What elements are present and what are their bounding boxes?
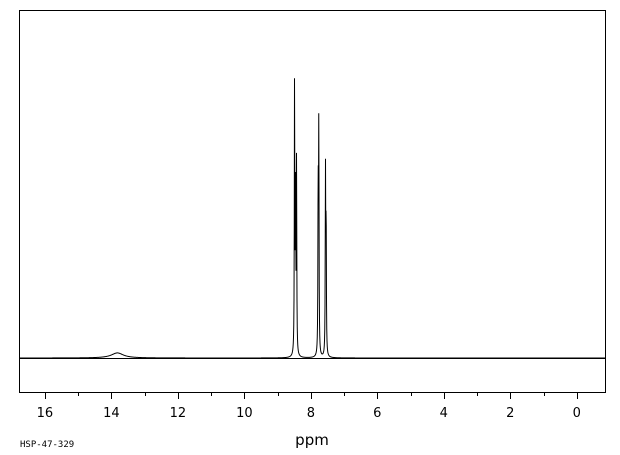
x-tick-label: 10 [236, 406, 253, 421]
x-tick-label: 2 [506, 406, 514, 421]
x-tick-label: 4 [440, 406, 448, 421]
x-tick-label: 12 [170, 406, 187, 421]
spectrum-series-line [20, 78, 605, 359]
x-tick-label: 14 [103, 406, 120, 421]
sample-code-label: HSP-47-329 [20, 440, 74, 450]
x-axis-ticks [45, 392, 578, 399]
x-axis-title: ppm [295, 431, 329, 449]
x-tick-label: 16 [37, 406, 54, 421]
x-tick-label: 0 [573, 406, 581, 421]
x-tick-label: 6 [373, 406, 381, 421]
plot-frame [19, 10, 606, 393]
x-tick-label: 8 [307, 406, 315, 421]
x-axis-tick-labels: 16 14 12 10 8 6 4 2 0 [37, 406, 581, 421]
